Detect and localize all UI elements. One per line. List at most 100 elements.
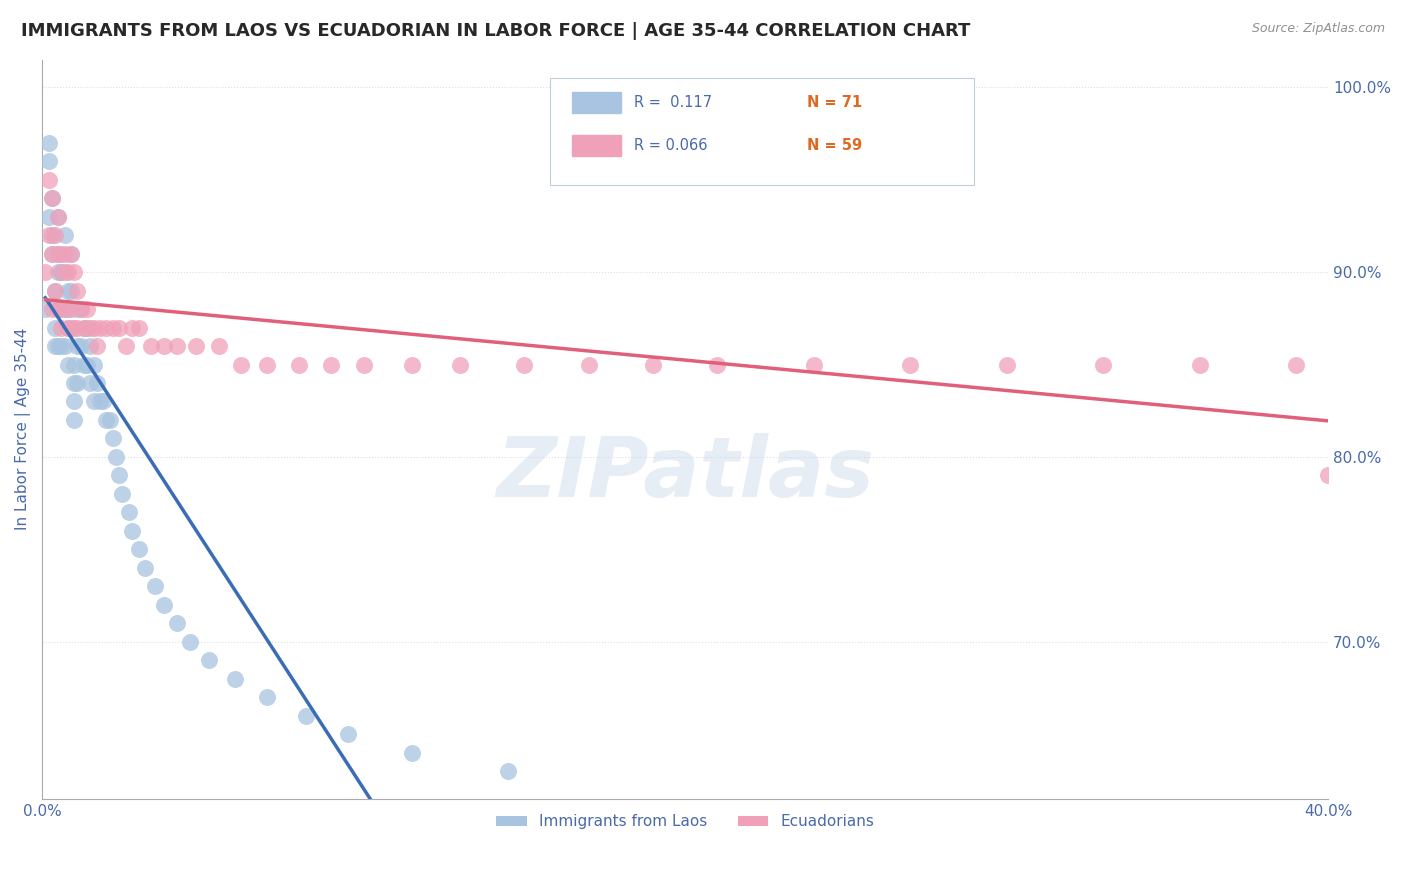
Point [321,358,343,372]
Point [143,579,166,593]
Point [38,228,60,243]
Point [256,358,278,372]
Point [898,358,921,372]
Point [96,413,118,427]
Point [1285,358,1308,372]
Point [44,320,66,334]
Point [578,358,600,372]
Point [63,376,86,390]
Point [38,154,60,169]
Point [128,320,150,334]
Point [38,136,60,150]
Point [76,320,98,334]
Point [86,339,108,353]
Point [41,228,63,243]
Point [51,320,73,334]
Point [83,394,105,409]
Point [53,302,76,317]
Point [83,320,105,334]
Point [63,394,86,409]
Point [56,265,79,279]
Point [53,339,76,353]
Point [51,246,73,260]
Point [706,358,728,372]
Point [128,542,150,557]
Point [69,339,91,353]
Point [46,210,69,224]
Point [56,284,79,298]
Point [38,210,60,224]
Point [60,246,83,260]
Point [498,764,520,778]
Point [101,432,124,446]
Point [44,284,66,298]
Point [66,339,89,353]
Point [53,265,76,279]
Point [60,302,83,317]
Point [60,320,83,334]
Point [44,284,66,298]
Point [51,302,73,317]
Point [118,505,141,519]
Point [105,450,128,464]
Point [166,339,188,353]
Point [51,265,73,279]
Point [121,524,143,538]
Point [66,284,89,298]
Point [79,376,101,390]
Text: Source: ZipAtlas.com: Source: ZipAtlas.com [1251,22,1385,36]
Point [41,246,63,260]
Point [141,339,163,353]
Point [1092,358,1115,372]
Point [114,339,136,353]
Point [89,394,111,409]
Point [63,265,86,279]
Point [1317,468,1340,483]
Text: R = 0.066: R = 0.066 [634,138,707,153]
Point [53,246,76,260]
Point [66,302,89,317]
Point [51,265,73,279]
Y-axis label: In Labor Force | Age 35-44: In Labor Force | Age 35-44 [15,328,31,531]
Point [134,561,156,575]
Point [56,358,79,372]
Point [56,320,79,334]
Text: ZIPatlas: ZIPatlas [496,434,875,514]
Point [76,358,98,372]
Point [111,487,134,501]
Point [53,228,76,243]
Point [46,210,69,224]
Point [83,358,105,372]
Point [46,302,69,317]
Point [166,616,188,631]
Point [46,302,69,317]
Text: N = 59: N = 59 [807,138,862,153]
Point [76,302,98,317]
Text: N = 71: N = 71 [807,95,862,110]
Point [256,690,278,705]
Point [63,413,86,427]
Point [108,468,131,483]
Point [60,284,83,298]
Point [34,265,56,279]
Point [288,358,311,372]
Point [56,302,79,317]
Point [98,413,121,427]
Point [1188,358,1211,372]
FancyBboxPatch shape [550,78,974,186]
Point [73,358,96,372]
Point [63,320,86,334]
Point [63,358,86,372]
Point [108,320,131,334]
Point [153,598,176,612]
Point [69,302,91,317]
Point [101,320,124,334]
Text: R =  0.117: R = 0.117 [634,95,711,110]
Point [44,339,66,353]
Point [401,746,423,760]
Point [51,339,73,353]
Point [66,320,89,334]
Point [224,672,246,686]
Point [294,708,316,723]
Legend: Immigrants from Laos, Ecuadorians: Immigrants from Laos, Ecuadorians [489,808,880,836]
